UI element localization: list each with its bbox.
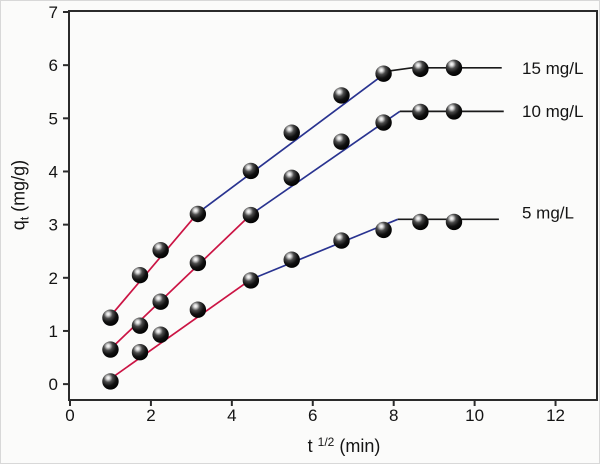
data-point-marker <box>375 114 392 131</box>
y-tick-label: 0 <box>49 375 58 394</box>
x-tick-label: 10 <box>465 406 484 425</box>
y-axis-title: qt (mg/g) <box>9 160 32 230</box>
data-point-marker <box>152 293 169 310</box>
fit-line-blue-series1 <box>250 110 401 216</box>
data-point-marker <box>189 205 207 223</box>
x-tick-label: 6 <box>308 406 317 425</box>
data-point-marker <box>412 103 429 121</box>
y-tick-label: 7 <box>49 3 58 22</box>
series-label-10mgL: 10 mg/L <box>522 102 583 121</box>
data-point-marker <box>242 206 260 224</box>
data-point-marker <box>131 344 149 361</box>
data-point-marker <box>445 213 463 231</box>
data-point-marker <box>333 232 350 249</box>
fit-line-red-series0 <box>109 212 199 317</box>
y-axis-title-post: (mg/g) <box>8 159 29 217</box>
y-tick-label: 6 <box>49 56 58 75</box>
x-axis-title-pre: t <box>307 436 318 456</box>
y-axis-title-subscript: t <box>17 216 32 221</box>
data-point-marker <box>242 162 260 180</box>
data-point-marker <box>283 169 300 187</box>
y-tick-label: 3 <box>49 216 58 235</box>
x-tick-label: 0 <box>65 406 74 425</box>
y-tick-label: 4 <box>49 162 58 181</box>
data-point-marker <box>131 266 149 284</box>
data-point-marker <box>102 373 119 390</box>
fit-line-blue-series0 <box>197 72 386 214</box>
y-tick-label: 2 <box>49 269 58 288</box>
fit-line-red-series2 <box>109 278 252 380</box>
data-point-marker <box>412 60 429 78</box>
series-label-15mgL: 15 mg/L <box>522 59 583 78</box>
x-tick-label: 8 <box>389 406 398 425</box>
x-tick-label: 2 <box>146 406 155 425</box>
series-label-5mgL: 5 mg/L <box>522 203 574 222</box>
y-tick-label: 1 <box>49 322 58 341</box>
data-point-marker <box>131 317 149 334</box>
data-point-marker <box>445 59 463 77</box>
data-point-marker <box>102 309 119 326</box>
data-point-marker <box>189 254 207 272</box>
data-point-marker <box>412 213 429 231</box>
data-point-marker <box>283 251 300 268</box>
fit-line-black-series0 <box>384 66 502 73</box>
y-axis-title-pre: q <box>8 220 29 231</box>
data-point-marker <box>242 272 260 289</box>
data-point-marker <box>152 241 169 259</box>
x-tick-label: 4 <box>227 406 236 425</box>
data-point-marker <box>375 221 392 239</box>
x-axis-title-superscript: 1/2 <box>317 435 335 449</box>
fit-line-blue-series2 <box>250 218 399 281</box>
x-axis-title-post: (min) <box>334 436 381 456</box>
data-point-marker <box>152 326 169 343</box>
data-point-marker <box>189 301 207 318</box>
data-point-marker <box>375 65 392 82</box>
x-axis-title: t 1/2 (min) <box>81 435 599 457</box>
data-point-marker <box>102 341 119 358</box>
x-tick-label: 12 <box>546 406 565 425</box>
data-point-marker <box>333 87 350 104</box>
axes-frame <box>68 10 598 401</box>
data-point-marker <box>333 133 350 150</box>
data-point-marker <box>445 103 463 120</box>
y-tick-label: 5 <box>49 109 58 128</box>
data-point-marker <box>283 124 300 141</box>
